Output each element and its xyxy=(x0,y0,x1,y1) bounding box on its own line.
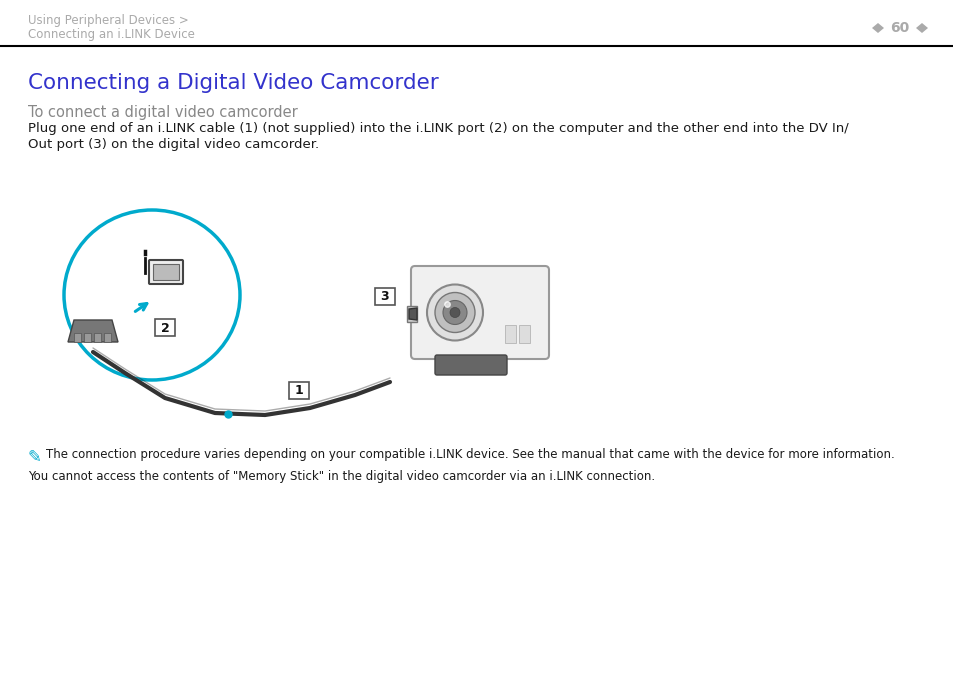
Polygon shape xyxy=(409,308,416,320)
Text: Connecting an i.LINK Device: Connecting an i.LINK Device xyxy=(28,28,194,41)
Text: 2: 2 xyxy=(160,321,170,334)
Bar xyxy=(104,333,111,342)
Circle shape xyxy=(427,284,482,340)
Text: The connection procedure varies depending on your compatible i.LINK device. See : The connection procedure varies dependin… xyxy=(46,448,894,461)
FancyBboxPatch shape xyxy=(435,355,506,375)
Text: ✎: ✎ xyxy=(28,448,42,466)
Text: To connect a digital video camcorder: To connect a digital video camcorder xyxy=(28,105,297,120)
Text: 1: 1 xyxy=(294,384,303,398)
Bar xyxy=(84,333,91,342)
Text: Plug one end of an i.LINK cable (1) (not supplied) into the i.LINK port (2) on t: Plug one end of an i.LINK cable (1) (not… xyxy=(28,122,848,135)
Circle shape xyxy=(442,301,467,324)
Polygon shape xyxy=(915,23,927,33)
Bar xyxy=(74,333,81,342)
Text: Using Peripheral Devices >: Using Peripheral Devices > xyxy=(28,14,189,27)
Text: 3: 3 xyxy=(380,290,389,303)
Circle shape xyxy=(450,307,459,317)
Bar xyxy=(94,333,101,342)
Polygon shape xyxy=(68,320,118,342)
Bar xyxy=(154,319,174,336)
Text: You cannot access the contents of "Memory Stick" in the digital video camcorder : You cannot access the contents of "Memor… xyxy=(28,470,655,483)
FancyBboxPatch shape xyxy=(149,260,183,284)
Text: Connecting a Digital Video Camcorder: Connecting a Digital Video Camcorder xyxy=(28,73,438,93)
Polygon shape xyxy=(871,23,883,33)
Bar xyxy=(375,288,395,305)
Bar xyxy=(518,325,530,343)
Text: Out port (3) on the digital video camcorder.: Out port (3) on the digital video camcor… xyxy=(28,138,319,151)
Bar xyxy=(504,325,516,343)
Bar xyxy=(289,382,309,399)
Bar xyxy=(152,264,179,280)
Circle shape xyxy=(435,293,475,332)
FancyBboxPatch shape xyxy=(411,266,548,359)
Bar xyxy=(407,306,416,322)
Text: 60: 60 xyxy=(889,21,908,35)
